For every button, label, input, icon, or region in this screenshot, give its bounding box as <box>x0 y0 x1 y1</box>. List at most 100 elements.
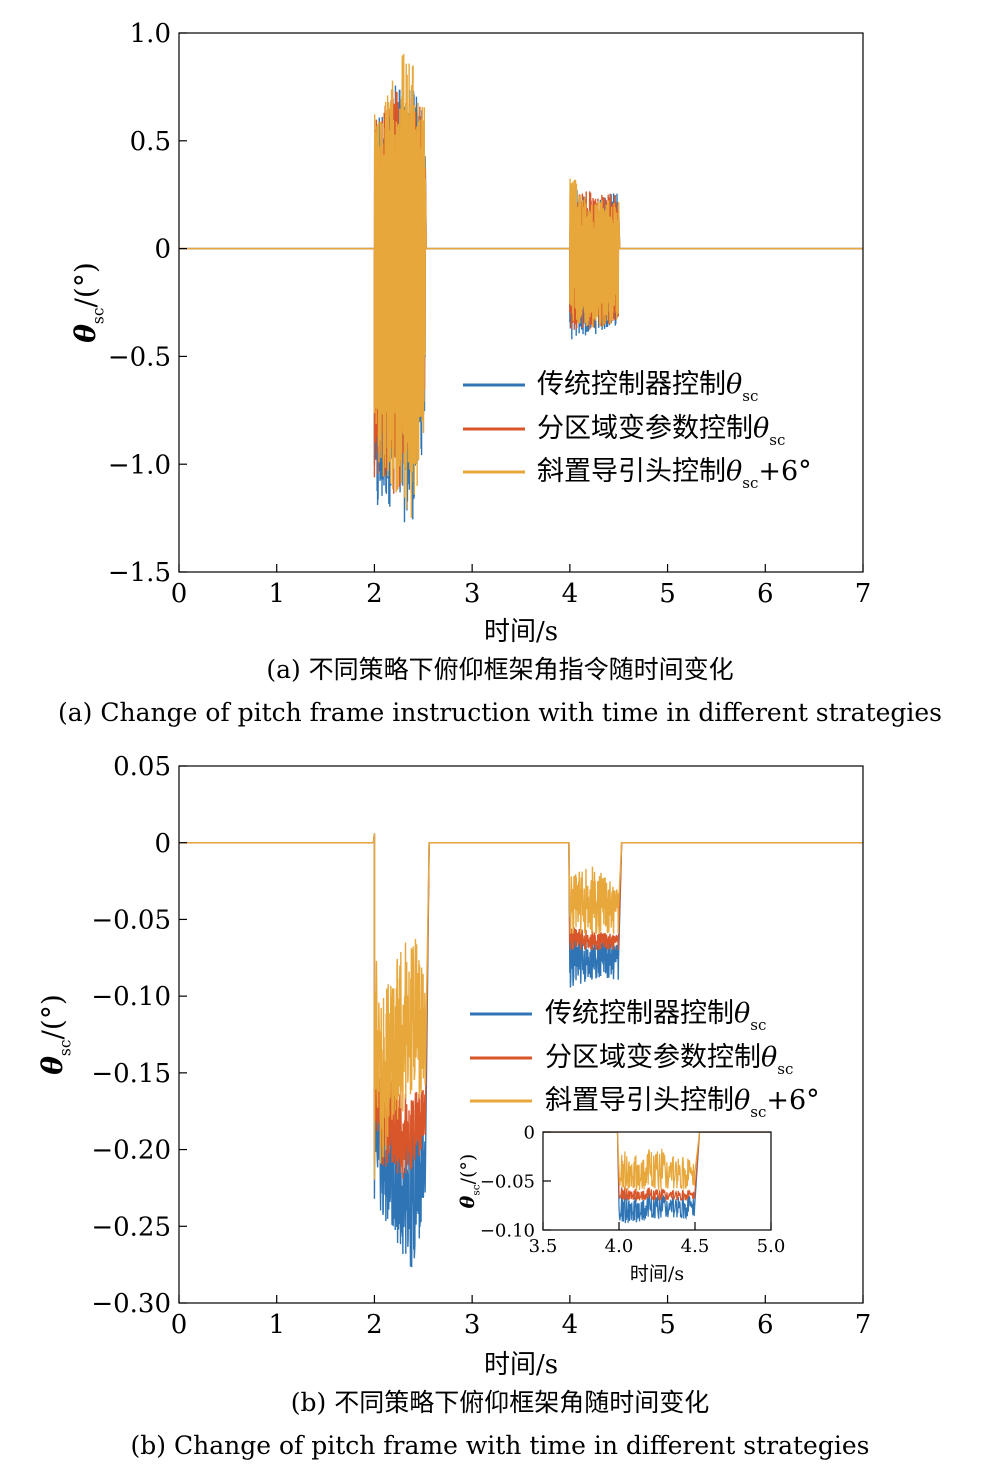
chart-a-ylabel: θsc/(°) <box>69 262 107 343</box>
chart-b-ylabel-sub: sc <box>56 1040 74 1057</box>
inset-ylabel: θsc/(°) <box>457 1154 483 1209</box>
inset-xtick-label: 4.0 <box>605 1236 634 1257</box>
legend-sub: sc <box>750 1103 766 1121</box>
caption-b-en: (b) Change of pitch frame with time in d… <box>130 1431 870 1460</box>
legend-sub: sc <box>750 1016 766 1034</box>
legend-sub: sc <box>777 1060 793 1078</box>
chart-b-ylabel: θsc/(°) <box>36 994 74 1075</box>
chart-b-series1-line <box>179 833 863 1268</box>
chart-a-xtick-label: 7 <box>855 579 872 609</box>
chart-a-ytick-label: 0 <box>154 235 171 265</box>
inset-ylabel-symbol: θ <box>457 1195 479 1208</box>
inset-ytick-label: 0 <box>524 1122 535 1143</box>
legend-base: 分区域变参数控制 <box>537 413 753 444</box>
inset-ylabel-sub: sc <box>471 1184 483 1195</box>
chart-a-plot-frame <box>178 32 864 573</box>
chart-a-ytick-label: −0.5 <box>108 343 171 373</box>
chart-a-plot-area <box>179 53 863 523</box>
chart-a-legend-entry-2: 分区域变参数控制θsc <box>537 413 785 449</box>
chart-a-xtick-label: 0 <box>171 579 188 609</box>
chart-a-ytick-label: 0.5 <box>130 127 171 157</box>
chart-a-ylabel-sub: sc <box>89 308 107 325</box>
chart-b-legend-entry-1: 传统控制器控制θsc <box>545 998 766 1034</box>
legend-sub: sc <box>769 431 785 449</box>
chart-a-series1-line <box>179 80 863 523</box>
legend-symbol: θ <box>753 413 769 444</box>
chart-b-ylabel-unit: /(°) <box>36 994 69 1039</box>
inset-series3-line <box>543 1132 771 1191</box>
chart-b-plot-area <box>179 833 863 1268</box>
chart-a-ylabel-unit: /(°) <box>69 262 102 307</box>
chart-a-ylabel-symbol: θ <box>69 324 102 343</box>
chart-b-ytick-label: −0.05 <box>91 906 171 936</box>
inset-plot-area <box>543 1132 771 1224</box>
inset-xtick-label: 5.0 <box>757 1236 786 1257</box>
legend-symbol: θ <box>761 1042 777 1073</box>
legend-base: 斜置导引头控制 <box>545 1085 734 1116</box>
chart-b-ytick-label: 0.05 <box>113 752 171 782</box>
chart-b-xlabel: 时间/s <box>484 1350 558 1380</box>
chart-b-ytick-label: −0.15 <box>91 1059 171 1089</box>
legend-symbol: θ <box>726 456 742 487</box>
chart-a-xlabel: 时间/s <box>484 617 558 647</box>
chart-b-ylabel-text: θsc/(°) <box>36 994 74 1075</box>
chart-b-ytick-label: −0.10 <box>91 982 171 1012</box>
chart-b-ytick-label: −0.30 <box>91 1289 171 1319</box>
inset-xlabel: 时间/s <box>630 1263 684 1285</box>
chart-b-series2-line <box>179 833 863 1179</box>
chart-a-xtick-label: 3 <box>464 579 481 609</box>
chart-a-ytick-label: 1.0 <box>130 19 171 49</box>
chart-b-xtick-label: 0 <box>171 1310 188 1340</box>
legend-base: 斜置导引头控制 <box>537 456 726 487</box>
chart-b-xtick-label: 7 <box>855 1310 872 1340</box>
chart-b-legend-entry-2: 分区域变参数控制θsc <box>545 1042 793 1078</box>
chart-b-inset: 3.5 4.0 4.5 5.0 0 −0.05 −0.10 时间/s θsc/(°) <box>457 1122 785 1285</box>
chart-a-xtick-label: 2 <box>366 579 383 609</box>
legend-symbol: θ <box>734 998 750 1029</box>
inset-background <box>543 1132 771 1230</box>
inset-ylabel-unit: /(°) <box>457 1154 479 1185</box>
chart-b-xtick-label: 1 <box>268 1310 285 1340</box>
inset-xtick-label: 3.5 <box>529 1236 558 1257</box>
chart-b-xtick-label: 5 <box>659 1310 676 1340</box>
chart-b-series3-line <box>179 833 863 1180</box>
chart-a-ytick-label: −1.5 <box>108 558 171 588</box>
legend-symbol: θ <box>726 369 742 400</box>
inset-xtick-label: 4.5 <box>681 1236 710 1257</box>
chart-b-ytick-label: −0.25 <box>91 1212 171 1242</box>
chart-b-ytick-label: 0 <box>154 829 171 859</box>
chart-a-ylabel-text: θsc/(°) <box>69 262 107 343</box>
chart-a-legend-entry-1: 传统控制器控制θsc <box>537 369 758 405</box>
chart-b-xtick-label: 6 <box>757 1310 774 1340</box>
legend-symbol: θ <box>734 1085 750 1116</box>
chart-b-ytick-label: −0.20 <box>91 1136 171 1166</box>
chart-a-series3-line <box>179 53 863 518</box>
chart-a-xtick-label: 1 <box>268 579 285 609</box>
legend-sub: sc <box>742 474 758 492</box>
inset-ytick-label: −0.05 <box>480 1171 535 1192</box>
legend-sub: sc <box>742 387 758 405</box>
legend-suffix: +6° <box>758 456 811 487</box>
chart-b-xtick-label: 2 <box>366 1310 383 1340</box>
inset-series2-line <box>543 1132 771 1203</box>
chart-b-xtick-label: 3 <box>464 1310 481 1340</box>
legend-base: 传统控制器控制 <box>537 369 726 400</box>
chart-b-legend-entry-3: 斜置导引头控制θsc+6° <box>545 1085 820 1121</box>
inset-ytick-label: −0.10 <box>480 1220 535 1241</box>
chart-a-ytick-label: −1.0 <box>108 450 171 480</box>
legend-base: 传统控制器控制 <box>545 998 734 1029</box>
chart-a-legend-entry-3: 斜置导引头控制θsc+6° <box>537 456 812 492</box>
chart-a-xtick-label: 6 <box>757 579 774 609</box>
chart-b-xtick-label: 4 <box>562 1310 579 1340</box>
chart-a: 0 1 2 3 4 5 6 71.00.50−0.5−1.0−1.5时间/sθsc/(°)传统… <box>69 19 871 647</box>
legend-suffix: +6° <box>766 1085 819 1116</box>
legend-base: 分区域变参数控制 <box>545 1042 761 1073</box>
chart-a-xtick-label: 5 <box>659 579 676 609</box>
chart-b-plot-frame <box>178 765 864 1304</box>
inset-ylabel-text: θsc/(°) <box>457 1154 483 1209</box>
caption-a-en: (a) Change of pitch frame instruction wi… <box>57 698 943 727</box>
caption-b-cn: (b) 不同策略下俯仰框架角随时间变化 <box>290 1388 710 1417</box>
